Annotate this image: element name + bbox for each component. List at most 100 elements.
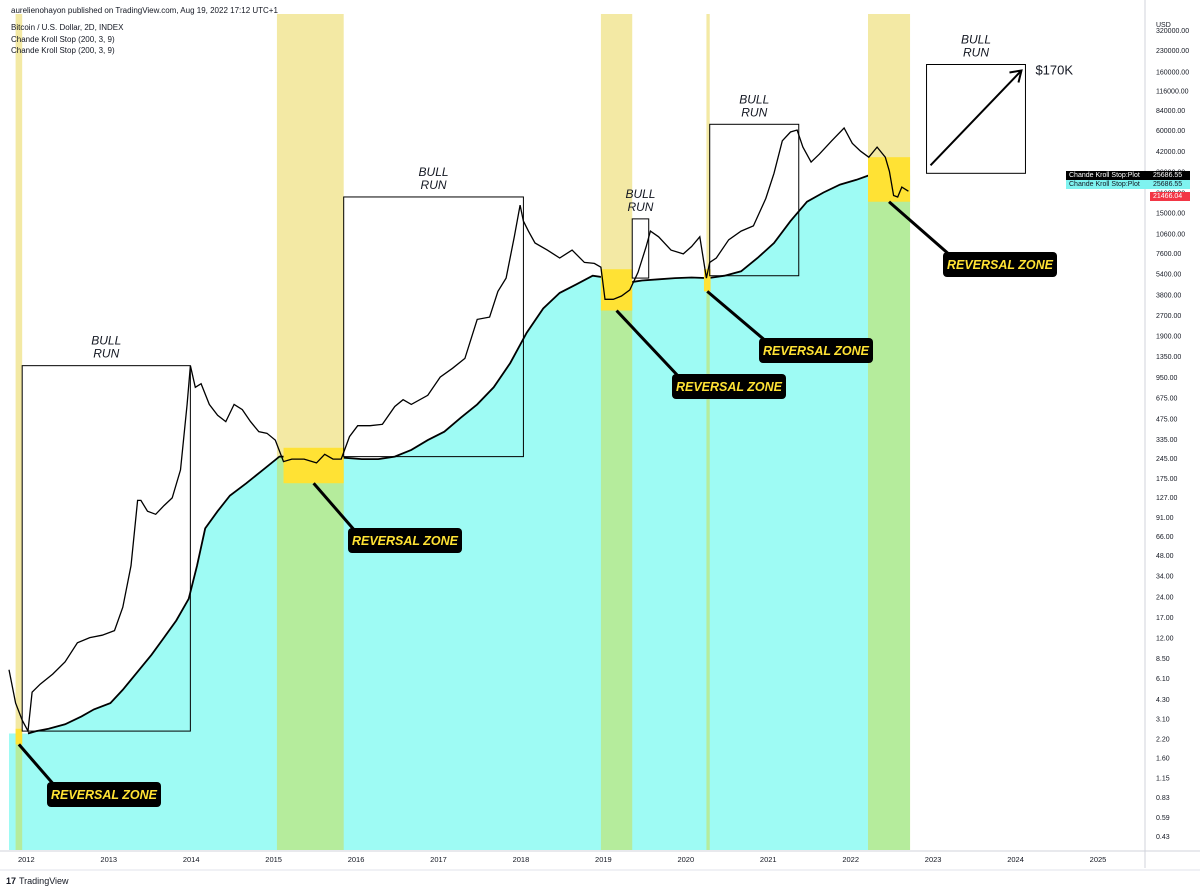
y-tick-label: 24.00 <box>1156 594 1174 601</box>
reversal-callout-label-1: REVERSAL ZONE <box>352 534 459 548</box>
reversal-zone-box-2 <box>600 269 633 311</box>
stop-line <box>27 172 882 735</box>
y-tick-label: 127.00 <box>1156 495 1178 502</box>
footer: 17 TradingView <box>6 876 69 886</box>
y-tick-label: 91.00 <box>1156 515 1174 522</box>
y-tick-label: 66.00 <box>1156 534 1174 541</box>
x-tick-label: 2019 <box>595 855 612 864</box>
y-tick-label: 1900.00 <box>1156 334 1181 341</box>
reversal-zone-box-4 <box>868 157 911 202</box>
y-tick-label: 7600.00 <box>1156 251 1181 258</box>
bull-run-label-1-b: RUN <box>421 178 447 192</box>
y-tick-label: 42000.00 <box>1156 149 1185 156</box>
target-arrow <box>929 69 1023 167</box>
bull-run-label-0-a: BULL <box>91 334 121 348</box>
y-tick-label: 675.00 <box>1156 395 1178 402</box>
stop-plot-value-1: 25686.55 <box>1150 171 1190 180</box>
y-tick-label: 5400.00 <box>1156 271 1181 278</box>
x-tick-label: 2016 <box>348 855 365 864</box>
y-tick-label: 48.00 <box>1156 553 1174 560</box>
y-tick-label: 2700.00 <box>1156 313 1181 320</box>
reversal-callout-box-3 <box>759 338 873 363</box>
reversal-pointer-4 <box>888 200 952 258</box>
indicator-legend-1[interactable]: Chande Kroll Stop (200, 3, 9) <box>11 35 115 44</box>
stop-green-zone-0 <box>15 733 23 850</box>
reversal-pointer-2 <box>615 309 682 380</box>
symbol-legend[interactable]: Bitcoin / U.S. Dollar, 2D, INDEX <box>11 23 124 32</box>
y-tick-label: 0.43 <box>1156 834 1170 841</box>
y-tick-label: 10600.00 <box>1156 231 1185 238</box>
stop-plot-label-1: Chande Kroll Stop:Plot <box>1066 171 1158 180</box>
x-tick-label: 2012 <box>18 855 35 864</box>
stop-green-zone-1 <box>276 456 344 850</box>
y-tick-label: 950.00 <box>1156 375 1178 382</box>
y-tick-label: 8.50 <box>1156 656 1170 663</box>
y-tick-label: 475.00 <box>1156 416 1178 423</box>
y-tick-label: 4.30 <box>1156 697 1170 704</box>
bull-run-label-1-a: BULL <box>419 165 449 179</box>
y-tick-label: 0.83 <box>1156 795 1170 802</box>
reversal-callout-label-3: REVERSAL ZONE <box>763 344 870 358</box>
bull-run-box-3 <box>709 123 800 277</box>
target-arrow-head <box>1009 69 1023 83</box>
x-tick-label: 2021 <box>760 855 777 864</box>
reversal-zone-box-0 <box>15 728 23 745</box>
y-tick-label: 12.00 <box>1156 636 1174 643</box>
indicator-legend-2[interactable]: Chande Kroll Stop (200, 3, 9) <box>11 46 115 55</box>
reversal-callout-box-2 <box>672 374 786 399</box>
stop-plot-label-2: Chande Kroll Stop:Plot <box>1066 180 1158 189</box>
x-tick-label: 2015 <box>265 855 282 864</box>
reversal-callout-label-0: REVERSAL ZONE <box>51 788 158 802</box>
bull-run-label-0-b: RUN <box>93 347 119 361</box>
y-tick-label: 160000.00 <box>1156 70 1189 77</box>
y-tick-label: 245.00 <box>1156 456 1178 463</box>
stop-area <box>9 173 882 851</box>
last-price-value: 21466.04 <box>1150 192 1190 201</box>
y-tick-label: 175.00 <box>1156 476 1178 483</box>
stop-green-zone-4 <box>868 175 911 850</box>
reversal-pointer-0 <box>17 743 57 787</box>
stop-green-zone-3 <box>706 278 710 851</box>
reversal-callout-box-1 <box>348 528 462 553</box>
reversal-callout-box-4 <box>943 252 1057 277</box>
y-tick-label: 230000.00 <box>1156 48 1189 55</box>
x-tick-label: 2013 <box>100 855 117 864</box>
stop-green-zone-2 <box>600 278 633 851</box>
bull-run-box-2 <box>631 218 650 279</box>
x-tick-label: 2022 <box>842 855 859 864</box>
tradingview-logo-icon[interactable]: 17 <box>6 876 17 886</box>
bull-run-label-2-b: RUN <box>627 200 653 214</box>
bull-run-label-2-a: BULL <box>625 187 655 201</box>
publisher-line: aurelienohayon published on TradingView.… <box>11 6 278 15</box>
price-axis-unit: USD <box>1156 22 1171 29</box>
bull-run-label-4-a: BULL <box>961 32 991 46</box>
bear-band-0 <box>15 14 23 850</box>
reversal-callout-label-2: REVERSAL ZONE <box>676 380 783 394</box>
target-price-label: $170K <box>1035 62 1073 77</box>
y-tick-label: 1350.00 <box>1156 354 1181 361</box>
x-tick-label: 2014 <box>183 855 200 864</box>
x-tick-label: 2018 <box>513 855 530 864</box>
reversal-callout-box-0 <box>47 782 161 807</box>
tradingview-wordmark: TradingView <box>19 876 69 886</box>
reversal-pointer-3 <box>706 290 768 344</box>
y-tick-label: 84000.00 <box>1156 108 1185 115</box>
bull-run-box-4 <box>926 63 1026 174</box>
y-tick-label: 3.10 <box>1156 716 1170 723</box>
y-tick-label: 320000.00 <box>1156 28 1189 35</box>
x-tick-label: 2024 <box>1007 855 1024 864</box>
bull-run-box-0 <box>21 365 191 732</box>
y-tick-label: 17.00 <box>1156 615 1174 622</box>
reversal-zone-box-3 <box>703 269 711 292</box>
x-tick-label: 2017 <box>430 855 447 864</box>
y-tick-label: 0.59 <box>1156 815 1170 822</box>
y-tick-label: 15000.00 <box>1156 211 1185 218</box>
bull-run-box-1 <box>343 196 524 458</box>
y-tick-label: 34.00 <box>1156 574 1174 581</box>
y-tick-label: 116000.00 <box>1156 89 1189 96</box>
bull-run-label-3-a: BULL <box>739 92 769 106</box>
reversal-pointer-1 <box>312 482 358 533</box>
stop-plot-value-2: 25686.55 <box>1150 180 1190 189</box>
y-tick-label: 1.60 <box>1156 756 1170 763</box>
